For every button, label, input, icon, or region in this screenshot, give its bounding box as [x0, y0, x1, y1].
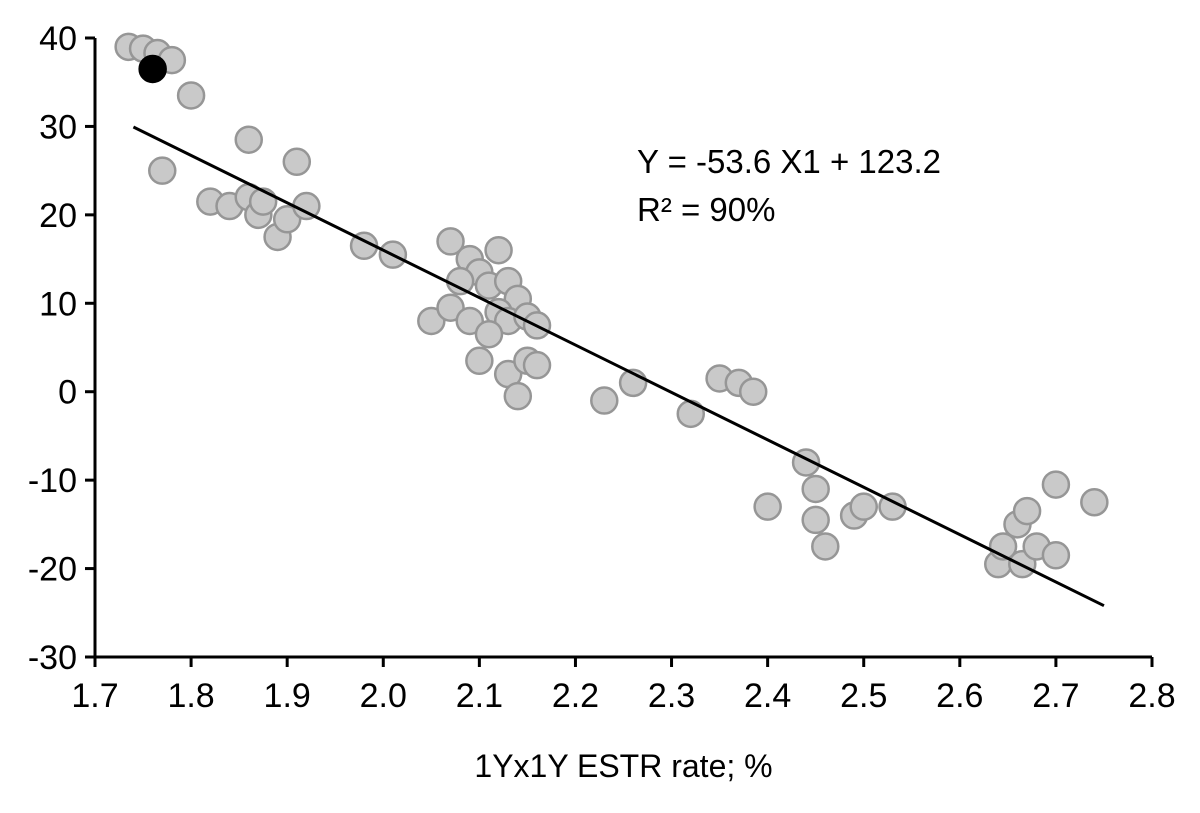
x-tick-label: 2.7	[1032, 677, 1079, 715]
x-tick-label: 2.2	[552, 677, 599, 715]
data-point	[292, 191, 321, 221]
data-point	[811, 532, 840, 561]
y-tick-label: -20	[28, 551, 77, 589]
data-point	[436, 293, 465, 322]
data-point	[522, 350, 552, 380]
data-point	[474, 319, 504, 349]
data-point	[436, 227, 465, 256]
data-point	[272, 205, 302, 234]
data-point	[801, 474, 830, 504]
data-point	[417, 306, 446, 336]
y-tick-label: 10	[39, 285, 77, 323]
x-tick-label: 2.4	[744, 677, 791, 715]
data-point	[849, 492, 878, 521]
regression-annotation: Y = -53.6 X1 + 123.2 R² = 90%	[637, 138, 941, 234]
data-point	[455, 306, 485, 336]
x-tick-label: 2.3	[648, 677, 695, 715]
y-tick-label: 0	[58, 374, 77, 412]
x-tick-label: 2.0	[360, 677, 407, 715]
x-tick-label: 2.5	[840, 677, 887, 715]
data-point	[148, 156, 177, 185]
data-point	[1012, 496, 1042, 526]
y-tick-label: -30	[28, 639, 77, 677]
data-point	[445, 266, 475, 296]
data-point	[1041, 541, 1071, 570]
data-point	[503, 381, 533, 411]
data-point	[465, 346, 494, 376]
data-point	[484, 235, 513, 265]
data-point	[234, 125, 263, 154]
data-point	[1041, 470, 1071, 499]
data-point	[753, 492, 782, 521]
data-point	[801, 505, 830, 535]
data-point	[282, 147, 312, 177]
x-tick-label: 1.8	[167, 677, 214, 715]
y-tick-label: 30	[39, 108, 77, 146]
highlighted-data-point	[138, 54, 167, 84]
x-tick-label: 2.1	[456, 677, 503, 715]
y-tick-label: 20	[39, 197, 77, 235]
x-tick-label: 1.7	[71, 677, 118, 715]
data-point	[590, 386, 619, 415]
regression-equation: Y = -53.6 X1 + 123.2	[637, 143, 941, 180]
x-tick-label: 2.6	[936, 677, 983, 715]
y-tick-label: 40	[39, 20, 77, 58]
data-point	[1080, 488, 1109, 517]
trend-line	[132, 125, 1105, 608]
data-point	[176, 81, 206, 110]
x-tick-label: 2.8	[1128, 677, 1175, 715]
x-axis-title: 1Yx1Y ESTR rate; %	[474, 748, 773, 784]
data-point	[738, 377, 768, 406]
x-tick-label: 1.9	[264, 677, 311, 715]
r-squared-label: R² = 90%	[637, 190, 776, 228]
y-tick-label: -10	[28, 462, 77, 500]
